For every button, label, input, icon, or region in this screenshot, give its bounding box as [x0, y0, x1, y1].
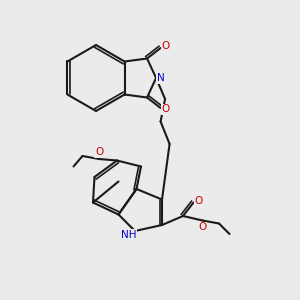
- Text: O: O: [162, 104, 170, 115]
- Text: O: O: [194, 196, 203, 206]
- Text: NH: NH: [121, 230, 137, 240]
- Text: O: O: [95, 147, 103, 158]
- Text: N: N: [157, 73, 164, 83]
- Text: O: O: [198, 222, 207, 232]
- Text: O: O: [162, 41, 170, 52]
